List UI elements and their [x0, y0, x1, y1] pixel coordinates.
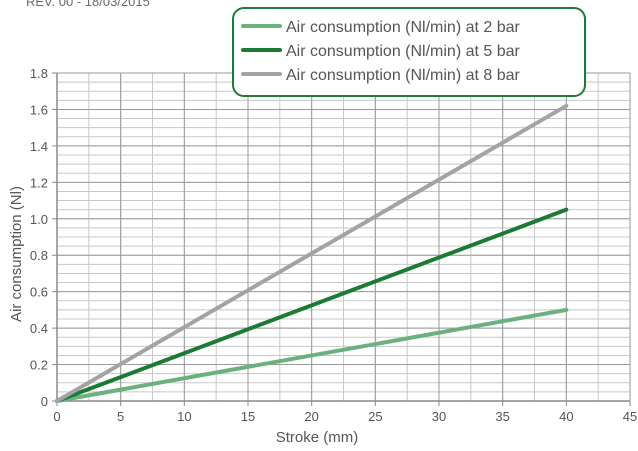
legend-label: Air consumption (Nl/min) at 5 bar	[286, 43, 521, 60]
x-tick-label: 40	[559, 409, 573, 424]
series-line	[55, 307, 569, 403]
x-tick-label: 30	[432, 409, 446, 424]
series-line	[55, 103, 569, 403]
x-tick-label: 5	[117, 409, 124, 424]
y-tick-label: 0.8	[30, 248, 48, 263]
x-tick-label: 0	[53, 409, 60, 424]
y-tick-label: 0.6	[30, 285, 48, 300]
x-tick-label: 25	[368, 409, 382, 424]
series-line	[55, 207, 569, 403]
legend: Air consumption (Nl/min) at 2 bar Air con…	[232, 7, 586, 97]
x-tick-label: 15	[241, 409, 255, 424]
x-axis-title: Stroke (mm)	[276, 429, 359, 446]
y-axis-title: Air consumption (Nl)	[8, 186, 25, 322]
y-tick-label: 0	[41, 394, 48, 409]
y-tick-label: 0.4	[30, 321, 48, 336]
legend-label: Air consumption (Nl/min) at 2 bar	[286, 19, 521, 36]
y-tick-labels: 0 0.2 0.4 0.6 0.8 1.0 1.2 1.4 1.6 1.8	[30, 66, 48, 409]
legend-label: Air consumption (Nl/min) at 8 bar	[286, 67, 521, 84]
y-tick-label: 1.6	[30, 102, 48, 117]
y-tick-label: 1.0	[30, 212, 48, 227]
x-tick-label: 10	[177, 409, 191, 424]
x-tick-labels: 0 5 10 15 20 25 30 35 40 45	[53, 409, 637, 424]
y-tick-label: 1.2	[30, 175, 48, 190]
x-tick-label: 35	[495, 409, 509, 424]
legend-box	[232, 7, 586, 97]
series-lines	[55, 103, 569, 403]
y-tick-label: 0.2	[30, 358, 48, 373]
y-tick-label: 1.4	[30, 139, 48, 154]
revision-note: REV. 00 - 18/03/2015	[26, 0, 150, 9]
y-tick-label: 1.8	[30, 66, 48, 81]
x-tick-label: 45	[623, 409, 637, 424]
x-tick-label: 20	[304, 409, 318, 424]
legend-items: Air consumption (Nl/min) at 2 bar Air con…	[241, 19, 521, 84]
axes	[52, 72, 631, 406]
